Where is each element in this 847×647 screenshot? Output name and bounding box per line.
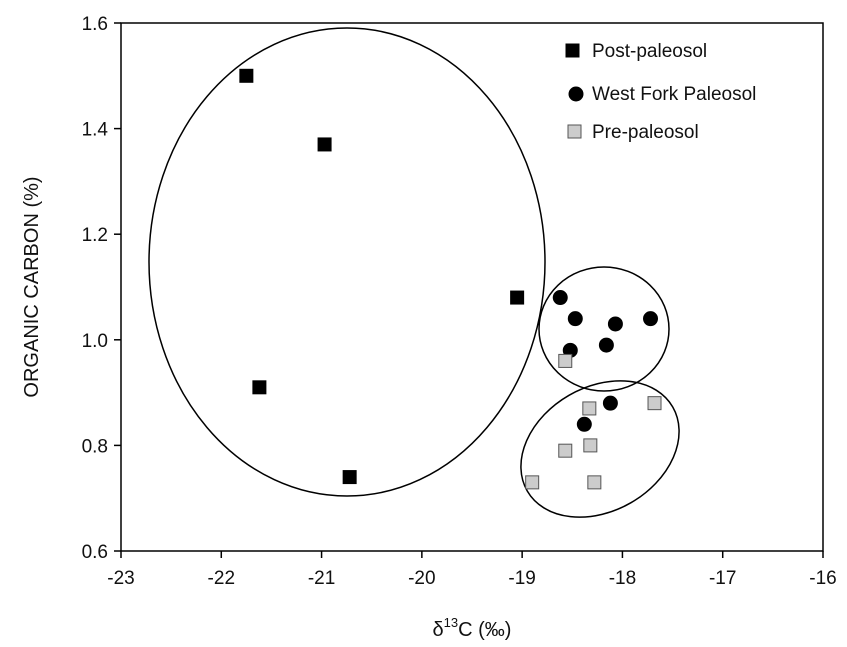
x-axis-title-superscript: 13 bbox=[444, 615, 458, 630]
point-pre-paleosol bbox=[558, 353, 573, 368]
x-tick-label: -19 bbox=[508, 568, 535, 589]
point-west-fork-paleosol bbox=[602, 395, 618, 411]
cluster-ellipse-west-fork bbox=[538, 266, 670, 392]
y-tick-label: 1.4 bbox=[82, 120, 109, 141]
y-tick-label: 0.6 bbox=[82, 542, 108, 563]
legend-label-west-fork: West Fork Paleosol bbox=[592, 84, 756, 105]
cluster-ellipses bbox=[148, 27, 680, 518]
legend-marker-post-paleosol bbox=[565, 43, 580, 58]
x-axis-title-close: ) bbox=[505, 619, 512, 641]
y-axis-ticks: 0.6 0.8 1.0 1.2 1.4 1.6 bbox=[82, 14, 121, 563]
point-pre-paleosol bbox=[583, 438, 598, 453]
x-tick-label: -22 bbox=[208, 568, 235, 589]
x-tick-label: -16 bbox=[809, 568, 836, 589]
point-post-paleosol bbox=[342, 470, 357, 485]
y-tick-label: 0.8 bbox=[82, 436, 108, 457]
point-west-fork-paleosol bbox=[607, 316, 623, 332]
y-tick-label: 1.0 bbox=[82, 331, 108, 352]
x-tick-label: -23 bbox=[107, 568, 134, 589]
x-axis-title-unit: ‰ bbox=[485, 619, 505, 641]
point-pre-paleosol bbox=[582, 401, 597, 416]
legend-label-post-paleosol: Post-paleosol bbox=[592, 41, 707, 62]
point-post-paleosol bbox=[510, 290, 525, 305]
point-west-fork-paleosol bbox=[567, 311, 583, 327]
point-post-paleosol bbox=[317, 137, 332, 152]
point-pre-paleosol bbox=[558, 443, 573, 458]
x-tick-label: -21 bbox=[308, 568, 335, 589]
x-tick-label: -18 bbox=[609, 568, 636, 589]
x-axis-ticks: -23 -22 -21 -20 -19 -18 -17 -16 bbox=[107, 551, 837, 589]
x-tick-label: -20 bbox=[408, 568, 435, 589]
point-west-fork-paleosol bbox=[643, 311, 659, 327]
x-axis-title-symbol: δ bbox=[433, 619, 444, 641]
cluster-ellipse-pre-paleosol bbox=[520, 380, 680, 518]
x-axis-title: δ13C (‰) bbox=[433, 615, 512, 641]
y-axis-title: ORGANIC CARBON (%) bbox=[21, 176, 43, 397]
point-pre-paleosol bbox=[647, 396, 662, 411]
point-west-fork-paleosol bbox=[576, 416, 592, 432]
point-post-paleosol bbox=[239, 68, 254, 83]
legend: Post-paleosol West Fork Paleosol Pre-pal… bbox=[565, 41, 756, 143]
y-tick-label: 1.6 bbox=[82, 14, 108, 35]
point-pre-paleosol bbox=[587, 475, 602, 490]
legend-marker-pre-paleosol bbox=[567, 124, 582, 139]
x-tick-label: -17 bbox=[709, 568, 736, 589]
legend-label-pre-paleosol: Pre-paleosol bbox=[592, 122, 699, 143]
point-west-fork-paleosol bbox=[598, 337, 614, 353]
x-axis-title-main: C ( bbox=[458, 619, 485, 641]
point-west-fork-paleosol bbox=[552, 290, 568, 306]
point-pre-paleosol bbox=[525, 475, 540, 490]
cluster-ellipse-post-paleosol bbox=[148, 27, 546, 497]
legend-marker-west-fork bbox=[568, 86, 584, 102]
data-points bbox=[239, 68, 662, 490]
point-post-paleosol bbox=[252, 380, 267, 395]
plot-frame bbox=[120, 22, 824, 552]
y-tick-label: 1.2 bbox=[82, 225, 108, 246]
